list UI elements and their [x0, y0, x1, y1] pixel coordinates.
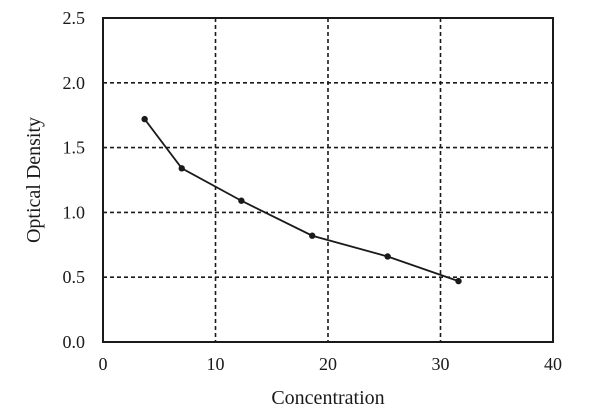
data-point: [238, 197, 245, 204]
y-tick-label: 0.0: [63, 332, 86, 352]
series-layer: [141, 115, 462, 285]
y-axis-title: Optical Density: [23, 117, 45, 243]
y-tick-label: 2.5: [63, 8, 86, 28]
data-point: [384, 253, 391, 260]
data-point: [309, 232, 316, 239]
data-point: [141, 115, 148, 123]
y-tick-label: 1.0: [63, 202, 86, 222]
y-tick-label: 0.5: [63, 267, 86, 287]
x-tick-label: 40: [544, 354, 562, 374]
tick-labels: 0.0 0.5 1.0 1.5 2.0 2.5 0 10 20 30 40: [63, 8, 563, 374]
y-tick-label: 2.0: [63, 73, 86, 93]
grid-lines: [103, 18, 553, 342]
series-line: [143, 118, 459, 282]
x-tick-label: 30: [432, 354, 450, 374]
data-point: [178, 165, 185, 172]
x-tick-label: 20: [319, 354, 337, 374]
y-tick-label: 1.5: [63, 138, 86, 158]
x-axis-title: Concentration: [271, 387, 384, 409]
x-tick-label: 0: [99, 354, 108, 374]
plot-area-frame: [102, 17, 554, 343]
x-tick-label: 10: [207, 354, 225, 374]
data-point: [455, 277, 462, 285]
